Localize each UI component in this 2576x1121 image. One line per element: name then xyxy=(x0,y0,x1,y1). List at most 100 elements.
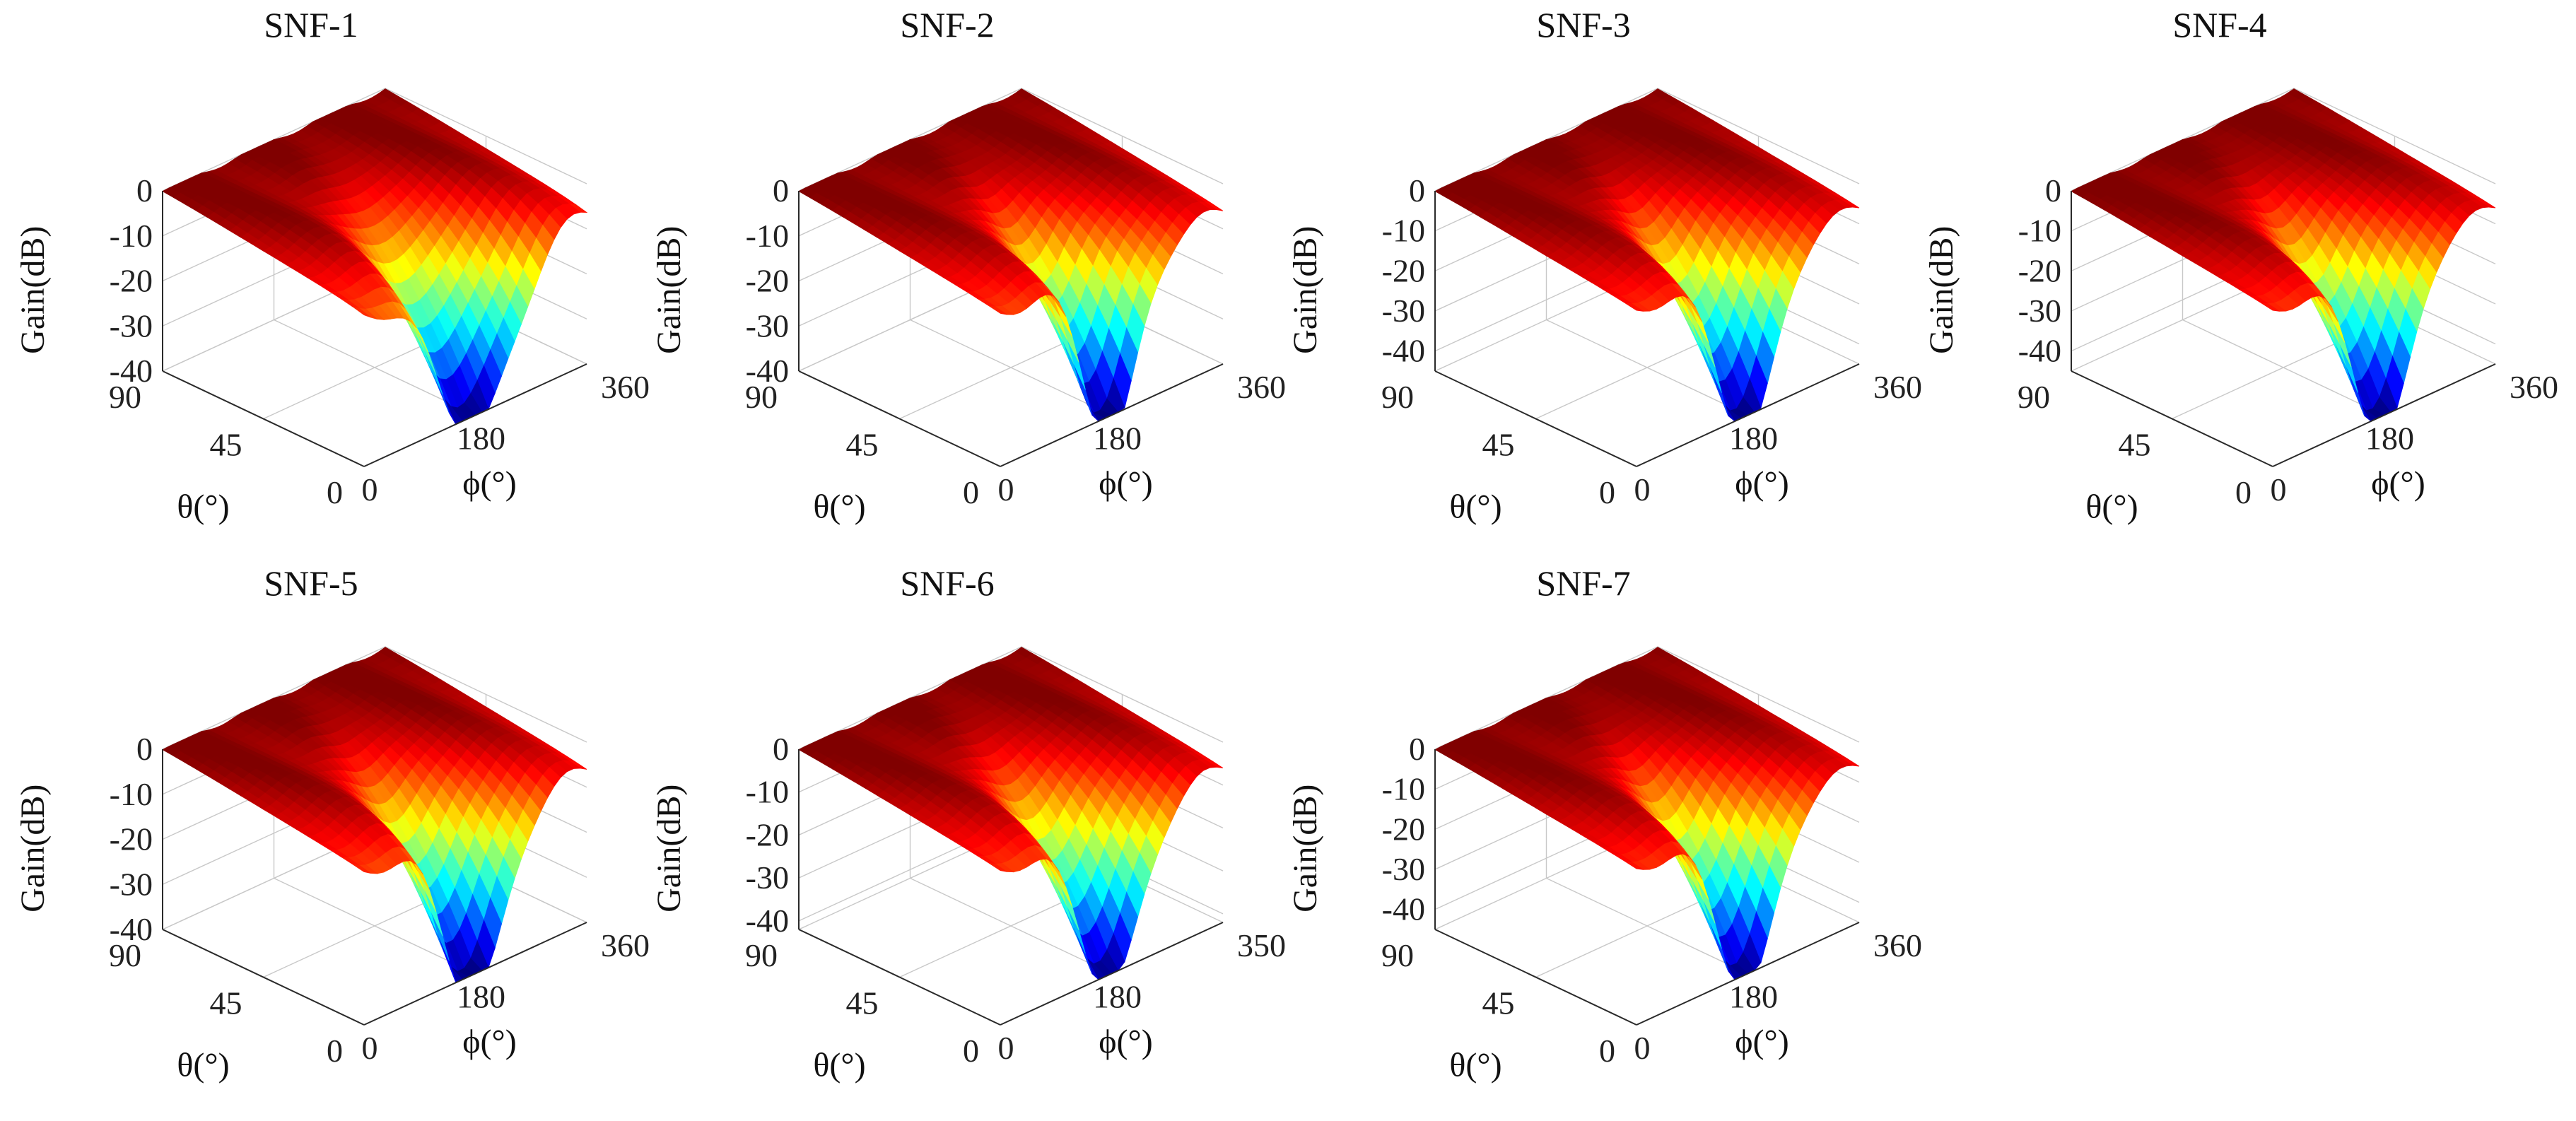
phi-axis-line xyxy=(363,363,587,467)
axis-lines xyxy=(798,191,1224,467)
theta-tick-label: 45 xyxy=(846,427,879,463)
z-tick-label: 0 xyxy=(1409,731,1425,767)
phi-tick-label: 0 xyxy=(2271,471,2287,507)
theta-tick-label: 90 xyxy=(109,379,141,415)
theta-tick-label: 90 xyxy=(1381,379,1414,415)
phi-axis-line xyxy=(2272,363,2496,467)
z-tick-label: -10 xyxy=(746,218,789,254)
phi-axis-line xyxy=(1636,363,1860,467)
z-tick-label: -10 xyxy=(110,218,153,254)
panel-title: SNF-6 xyxy=(900,563,995,603)
phi-tick-label: 360 xyxy=(1873,927,1922,963)
surface-panel: SNF-6 0 -10 -20 -30 -40 90 45 0 0 180 350 Gain(dB) θ(… xyxy=(636,558,1286,1096)
theta-tick-label: 0 xyxy=(1599,1033,1615,1069)
theta-axis-line xyxy=(1434,370,1637,467)
theta-tick-label: 45 xyxy=(1482,427,1515,463)
floor-gridline xyxy=(910,319,1112,416)
theta-tick-label: 45 xyxy=(210,427,242,463)
theta-axis-label: θ(°) xyxy=(1449,488,1501,526)
theta-tick-label: 45 xyxy=(2119,427,2151,463)
phi-axis-label: ϕ(°) xyxy=(462,1023,516,1061)
z-tick-label: -30 xyxy=(2018,293,2061,329)
theta-axis-label: θ(°) xyxy=(2085,488,2138,526)
theta-axis-label: θ(°) xyxy=(177,488,229,526)
floor-gridline xyxy=(1546,877,1748,975)
panel-title: SNF-2 xyxy=(900,5,995,45)
axis-lines xyxy=(162,191,587,467)
theta-tick-label: 45 xyxy=(210,985,242,1021)
phi-tick-label: 360 xyxy=(1237,369,1286,405)
z-axis-label: Gain(dB) xyxy=(14,226,52,354)
theta-axis-line xyxy=(798,370,1001,467)
axis-lines xyxy=(2071,191,2496,467)
theta-axis-label: θ(°) xyxy=(813,1047,865,1084)
panel-title: SNF-4 xyxy=(2172,5,2267,45)
surface-patch xyxy=(1624,861,1644,870)
phi-axis-line xyxy=(1636,922,1860,1026)
z-tick-label: -30 xyxy=(110,307,153,344)
gain-surface xyxy=(798,647,1224,980)
theta-tick-label: 0 xyxy=(963,1033,979,1069)
surface-panel: SNF-3 0 -10 -20 -30 -40 90 45 0 0 180 360 Gain(dB) θ(… xyxy=(1272,0,1922,537)
z-tick-label: -20 xyxy=(1382,811,1425,847)
theta-tick-label: 90 xyxy=(745,937,778,973)
phi-tick-label: 0 xyxy=(362,1030,378,1066)
surface-patch xyxy=(352,306,371,318)
axis-lines xyxy=(1434,749,1860,1026)
gain-surface xyxy=(162,88,588,425)
phi-tick-label: 180 xyxy=(2365,421,2414,457)
z-tick-label: -30 xyxy=(746,307,789,344)
z-tick-label: 0 xyxy=(773,172,789,209)
surface-panel: SNF-4 0 -10 -20 -30 -40 90 45 0 0 180 360 Gain(dB) θ(… xyxy=(1909,0,2558,537)
phi-tick-label: 180 xyxy=(457,979,505,1015)
phi-axis-line xyxy=(1000,363,1224,467)
z-tick-label: -30 xyxy=(1382,851,1425,887)
theta-tick-label: 0 xyxy=(1599,474,1615,510)
z-tick-label: -30 xyxy=(110,866,153,902)
z-axis-label: Gain(dB) xyxy=(14,785,52,912)
panel-title: SNF-5 xyxy=(264,563,358,603)
phi-tick-label: 350 xyxy=(1237,927,1286,963)
axis-lines xyxy=(162,749,587,1026)
z-tick-label: 0 xyxy=(1409,172,1425,209)
surface-patch xyxy=(988,305,1007,315)
surface-patch xyxy=(1624,303,1644,312)
phi-axis-label: ϕ(°) xyxy=(1099,1023,1152,1061)
z-tick-label: -30 xyxy=(1382,293,1425,329)
z-tick-label: -40 xyxy=(1382,891,1425,927)
theta-axis-line xyxy=(2071,370,2273,467)
theta-axis-line xyxy=(162,929,365,1026)
phi-tick-label: 0 xyxy=(362,471,378,507)
gain-surface xyxy=(2071,88,2496,422)
phi-tick-label: 360 xyxy=(601,927,650,963)
theta-axis-line xyxy=(1434,929,1637,1026)
z-tick-label: -20 xyxy=(110,821,153,857)
floor-gridline xyxy=(2182,319,2384,416)
phi-tick-label: 0 xyxy=(998,1030,1014,1066)
z-tick-label: 0 xyxy=(2045,172,2061,209)
z-axis-label: Gain(dB) xyxy=(650,785,688,912)
z-tick-label: -10 xyxy=(110,776,153,812)
z-tick-label: -10 xyxy=(1382,213,1425,249)
gain-surface xyxy=(1434,88,1860,422)
theta-axis-label: θ(°) xyxy=(813,488,865,526)
floor-gridline xyxy=(910,877,1112,975)
phi-tick-label: 0 xyxy=(1634,1030,1651,1066)
phi-axis-label: ϕ(°) xyxy=(1099,465,1152,503)
phi-tick-label: 0 xyxy=(1634,471,1651,507)
theta-tick-label: 90 xyxy=(109,937,141,973)
surface-panel: SNF-5 0 -10 -20 -30 -40 90 45 0 0 180 360 Gain(dB) θ(… xyxy=(0,558,650,1096)
z-tick-label: -20 xyxy=(2018,252,2061,288)
phi-tick-label: 360 xyxy=(2510,369,2558,405)
surface-panel: SNF-7 0 -10 -20 -30 -40 90 45 0 0 180 360 Gain(dB) θ(… xyxy=(1272,558,1922,1096)
gain-surface xyxy=(162,647,587,983)
theta-axis-label: θ(°) xyxy=(1449,1047,1501,1084)
theta-tick-label: 90 xyxy=(745,379,778,415)
z-tick-label: -20 xyxy=(1382,252,1425,288)
axis-lines xyxy=(1434,191,1860,467)
z-tick-label: 0 xyxy=(136,731,153,767)
